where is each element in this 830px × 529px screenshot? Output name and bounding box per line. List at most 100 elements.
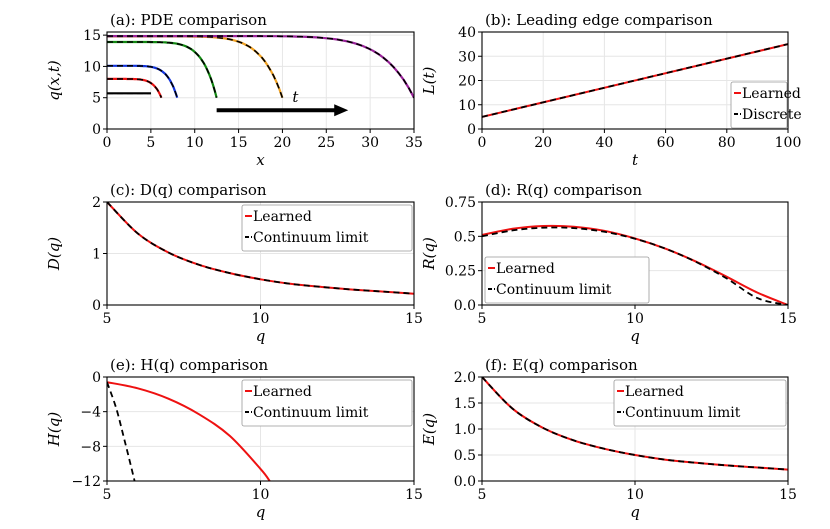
legend-label: Learned xyxy=(496,261,555,277)
panel-title: (c): D(q) comparison xyxy=(110,181,267,199)
panel-a: t 0 5 10 15 20 25 30 35 0 5 10 15 (a): PDE comparison… xyxy=(45,11,423,169)
y-tick-label: 20 xyxy=(458,74,476,90)
x-axis-label: q xyxy=(256,503,266,521)
y-axis-label: L(t) xyxy=(420,67,438,96)
x-tick-label: 5 xyxy=(103,311,112,327)
x-axis-label: q xyxy=(630,503,640,521)
panel-title: (f): E(q) comparison xyxy=(485,356,638,374)
series-line-discrete xyxy=(107,65,178,98)
panel-title: (e): H(q) comparison xyxy=(110,356,268,374)
y-tick-label: 0 xyxy=(92,370,101,386)
y-axis-label: E(q) xyxy=(420,413,438,446)
x-tick-label: 5 xyxy=(146,135,155,151)
y-tick-label: 10 xyxy=(83,59,101,75)
x-tick-label: 30 xyxy=(361,135,379,151)
x-tick-label: 100 xyxy=(775,135,802,151)
y-tick-label: 1.0 xyxy=(454,422,476,438)
y-axis-label: D(q) xyxy=(45,237,63,271)
legend-label: Learned xyxy=(253,209,312,225)
panel-e: 5 10 15 −12 −8 −4 0 (e): H(q) comparison q H(q) Le… xyxy=(45,356,423,521)
x-tick-label: 10 xyxy=(626,311,644,327)
y-tick-label: 0 xyxy=(92,122,101,138)
legend-box xyxy=(484,256,650,304)
legend-box xyxy=(241,379,413,427)
y-tick-label: 0 xyxy=(467,122,476,138)
series-line-discrete xyxy=(107,78,163,99)
y-tick-label: 1.5 xyxy=(454,396,476,412)
arrow-label: t xyxy=(292,88,299,106)
series-line-learned xyxy=(107,202,414,295)
legend-box xyxy=(613,379,787,427)
x-tick-label: 15 xyxy=(779,487,797,503)
legend-label: Continuum limit xyxy=(625,405,741,421)
y-tick-label: 0.75 xyxy=(445,195,476,211)
legend-label: Discrete xyxy=(742,107,802,123)
y-tick-label: 0.0 xyxy=(454,298,476,314)
axes-frame xyxy=(106,31,415,130)
y-tick-label: 0.5 xyxy=(454,229,476,245)
x-tick-label: 5 xyxy=(478,487,487,503)
plot-area xyxy=(482,377,788,471)
legend-label: Learned xyxy=(625,384,684,400)
legend-label: Continuum limit xyxy=(496,282,612,298)
x-tick-label: 35 xyxy=(405,135,423,151)
series-line-red xyxy=(107,77,163,99)
panel-title: (b): Leading edge comparison xyxy=(485,11,713,29)
y-axis-label: H(q) xyxy=(45,412,63,448)
legend: Learned Continuum limit xyxy=(484,256,650,304)
panel-title: (a): PDE comparison xyxy=(110,11,267,29)
y-axis-label: R(q) xyxy=(420,237,438,271)
x-tick-label: 60 xyxy=(657,135,675,151)
legend-label: Continuum limit xyxy=(253,230,369,246)
x-axis-label: q xyxy=(630,327,640,345)
x-tick-label: 15 xyxy=(779,311,797,327)
series-line-continuum-limit xyxy=(482,226,788,305)
x-tick-label: 0 xyxy=(478,135,487,151)
y-tick-label: −12 xyxy=(71,474,101,490)
legend: Learned Continuum limit xyxy=(241,379,413,427)
y-tick-label: 0 xyxy=(92,298,101,314)
series-line-discrete xyxy=(482,43,788,118)
x-tick-label: 15 xyxy=(405,311,423,327)
y-tick-label: 0.0 xyxy=(454,474,476,490)
y-tick-label: 15 xyxy=(83,28,101,44)
y-tick-label: 2 xyxy=(92,195,101,211)
y-tick-label: −4 xyxy=(80,405,101,421)
series-line-continuum-limit xyxy=(482,377,788,471)
legend-box xyxy=(241,204,413,252)
legend: Learned Continuum limit xyxy=(613,379,787,427)
x-tick-label: 5 xyxy=(478,311,487,327)
legend-label: Learned xyxy=(253,384,312,400)
panel-f: 5 10 15 0.0 0.5 1.0 1.5 2.0 (f): E(q) comparison… xyxy=(420,356,797,521)
panel-d: 5 10 15 0.0 0.25 0.5 0.75 (d): R(q) comparison q… xyxy=(420,181,797,345)
panel-title: (d): R(q) comparison xyxy=(485,181,642,199)
panel-c: 5 10 15 0 1 2 (c): D(q) comparison q D(q) Learned… xyxy=(45,181,423,345)
y-tick-label: 1 xyxy=(92,247,101,263)
x-tick-label: 10 xyxy=(252,487,270,503)
x-tick-label: 10 xyxy=(186,135,204,151)
series-line-continuum-limit xyxy=(107,381,136,481)
x-tick-label: 20 xyxy=(534,135,552,151)
x-tick-label: 15 xyxy=(230,135,248,151)
y-axis-label: q(x,t) xyxy=(45,60,63,101)
x-tick-label: 20 xyxy=(274,135,292,151)
legend-label: Continuum limit xyxy=(253,405,369,421)
x-axis-label: x xyxy=(256,151,265,169)
panel-b: 0 20 40 60 80 100 0 10 20 30 40 (b): Leading edge c… xyxy=(420,11,802,169)
y-tick-label: 5 xyxy=(92,91,101,107)
y-tick-label: 0.25 xyxy=(445,264,476,280)
series-line-learned xyxy=(107,381,271,481)
x-tick-label: 0 xyxy=(103,135,112,151)
legend-box xyxy=(730,81,788,129)
x-tick-label: 5 xyxy=(103,487,112,503)
series-line-discrete xyxy=(107,35,414,99)
x-tick-label: 25 xyxy=(317,135,335,151)
x-tick-label: 10 xyxy=(252,311,270,327)
series-line-discrete xyxy=(107,41,218,98)
legend: Learned Continuum limit xyxy=(241,204,413,252)
y-tick-label: 40 xyxy=(458,25,476,41)
plot-area xyxy=(482,43,788,118)
x-tick-label: 80 xyxy=(718,135,736,151)
y-tick-label: 0.5 xyxy=(454,448,476,464)
